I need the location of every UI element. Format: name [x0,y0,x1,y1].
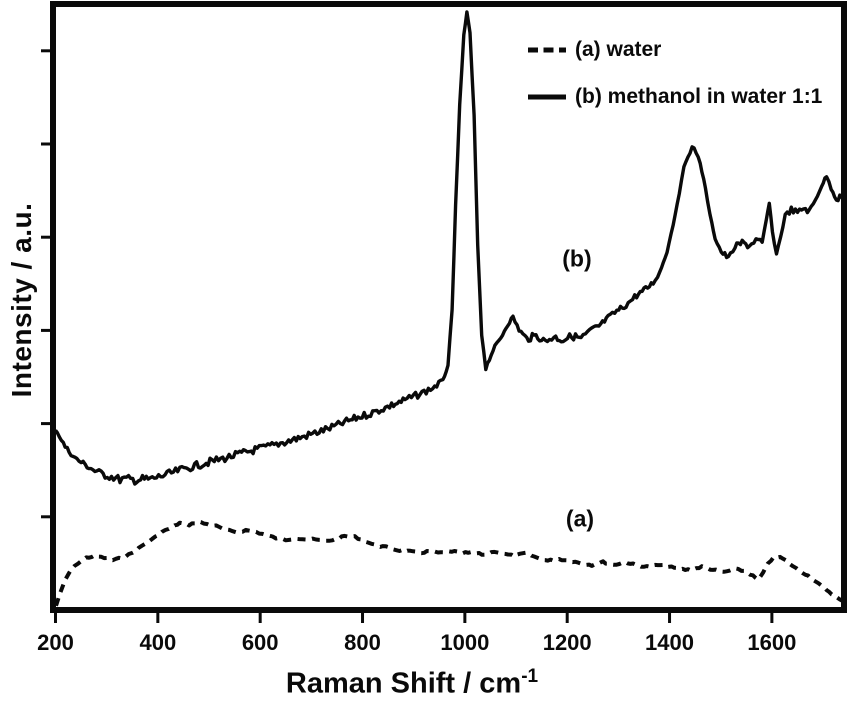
x-tick-label: 1000 [440,630,490,655]
legend-item-water: (a) water [527,34,822,66]
x-axis-label: Raman Shift / cm-1 [286,666,538,701]
x-tick-label: 1200 [542,630,592,655]
plot-frame [50,1,847,613]
x-tick-label: 800 [344,630,381,655]
legend-label-water: (a) water [575,38,662,61]
solid-line-swatch-icon [528,94,566,100]
x-tick-label: 1400 [645,630,695,655]
curve-water [56,519,841,607]
x-tick-label: 200 [37,630,74,655]
curve-methanol [56,10,841,486]
y-axis-ticks [41,49,50,519]
curve-annotation-a: (a) [565,505,595,532]
legend-label-methanol: (b) methanol in water 1:1 [575,85,823,108]
x-axis-ticks [54,613,774,623]
x-tick-label: 600 [241,630,279,655]
x-axis-label-base: Raman Shift / cm [285,667,522,700]
x-tick-label: 1600 [747,630,797,655]
curve-annotation-b: (b) [562,245,592,272]
legend-item-methanol: (b) methanol in water 1:1 [527,81,822,113]
x-tick-label: 400 [139,630,177,655]
x-axis-label-exponent: -1 [521,666,539,687]
dashed-line-swatch-icon [528,47,566,53]
y-axis-label: Intensity / a.u. [6,202,37,398]
legend: (a) water (b) methanol in water 1:1 [527,34,822,128]
